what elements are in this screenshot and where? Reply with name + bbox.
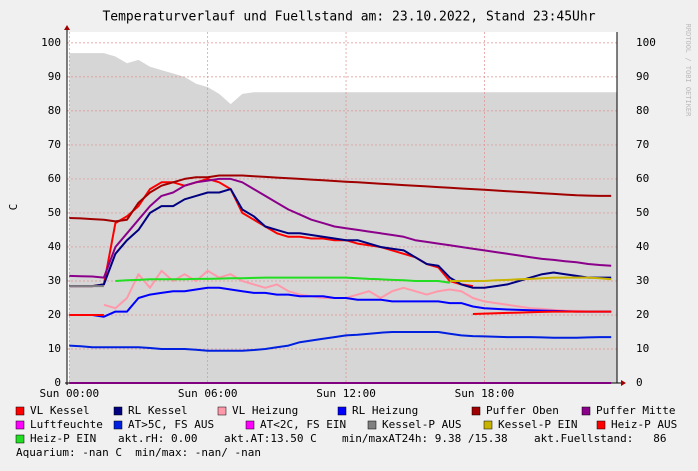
y2-tick-label: 60: [636, 172, 649, 185]
y-tick-label: 60: [48, 172, 61, 185]
legend-swatch: [245, 420, 255, 430]
series-line: [69, 177, 612, 279]
series-line: [103, 269, 612, 313]
series-line: [449, 276, 612, 282]
x-tick-label: Sun 18:00: [455, 387, 515, 400]
legend-label: Puffer Oben: [486, 404, 559, 417]
legend-swatch: [581, 406, 591, 416]
series-line: [69, 310, 612, 316]
legend-swatch: [217, 406, 227, 416]
legend-label: Luftfeuchte: [30, 418, 103, 431]
y-tick-label: 100: [41, 36, 61, 49]
legend-label: Kessel-P AUS: [382, 418, 461, 431]
y2-tick-label: 10: [636, 342, 649, 355]
series-line: [69, 177, 474, 288]
axis-arrow: [64, 25, 70, 30]
x-tick-label: Sun 12:00: [316, 387, 376, 400]
y-tick-label: 10: [48, 342, 61, 355]
y2-tick-label: 40: [636, 240, 649, 253]
legend-swatch: [596, 420, 606, 430]
legend-label: RL Kessel: [128, 404, 188, 417]
y2-tick-label: 100: [636, 36, 656, 49]
legend-label: AT<2C, FS EIN: [260, 418, 346, 431]
legend-swatch: [113, 406, 123, 416]
y-tick-label: 0: [54, 376, 61, 389]
legend-stat: akt.AT:13.50 C: [224, 432, 317, 445]
y2-tick-label: 70: [636, 138, 649, 151]
axis-arrow: [621, 380, 626, 386]
series-line: [69, 331, 612, 352]
series-line: [69, 286, 612, 318]
y-tick-label: 90: [48, 70, 61, 83]
legend-swatch: [483, 420, 493, 430]
legend-swatch: [15, 406, 25, 416]
y2-tick-label: 30: [636, 274, 649, 287]
y-tick-label: 40: [48, 240, 61, 253]
legend-swatch: [15, 420, 25, 430]
legend-stat: akt.Fuellstand: 86: [534, 432, 666, 445]
legend-label: Kessel-P EIN: [498, 418, 577, 431]
legend-swatch: [471, 406, 481, 416]
y-tick-label: 20: [48, 308, 61, 321]
watermark: RRDTOOL / TOBI OETIKER: [684, 24, 692, 118]
x-tick-label: Sun 00:00: [40, 387, 100, 400]
legend-label: Heiz-P EIN: [30, 432, 96, 445]
legend-stat: Aquarium: -nan C min/max: -nan/ -nan: [16, 446, 261, 459]
legend-swatch: [337, 406, 347, 416]
legend-label: Puffer Mitte: [596, 404, 675, 417]
y2-tick-label: 90: [636, 70, 649, 83]
y2-tick-label: 80: [636, 104, 649, 117]
legend-label: AT>5C, FS AUS: [128, 418, 214, 431]
series-line: [69, 174, 612, 223]
legend-swatch: [113, 420, 123, 430]
y2-tick-label: 20: [636, 308, 649, 321]
y-tick-label: 70: [48, 138, 61, 151]
y-tick-label: 30: [48, 274, 61, 287]
legend-stat: akt.rH: 0.00: [118, 432, 197, 445]
legend-swatch: [15, 434, 25, 444]
legend-label: Heiz-P AUS: [611, 418, 677, 431]
fill-area: [69, 53, 618, 383]
legend-label: VL Heizung: [232, 404, 298, 417]
y2-tick-label: 0: [636, 376, 643, 389]
legend-label: VL Kessel: [30, 404, 90, 417]
x-tick-label: Sun 06:00: [178, 387, 238, 400]
legend-label: RL Heizung: [352, 404, 418, 417]
y-tick-label: 80: [48, 104, 61, 117]
series-line: [115, 276, 450, 284]
y-axis-label: C: [7, 204, 20, 211]
legend-stat: min/maxAT24h: 9.38 /15.38: [342, 432, 508, 445]
y-tick-label: 50: [48, 206, 61, 219]
series-line: [69, 188, 612, 289]
y2-tick-label: 50: [636, 206, 649, 219]
legend-swatch: [367, 420, 377, 430]
chart-title: Temperaturverlauf und Fuellstand am: 23.…: [102, 10, 595, 25]
